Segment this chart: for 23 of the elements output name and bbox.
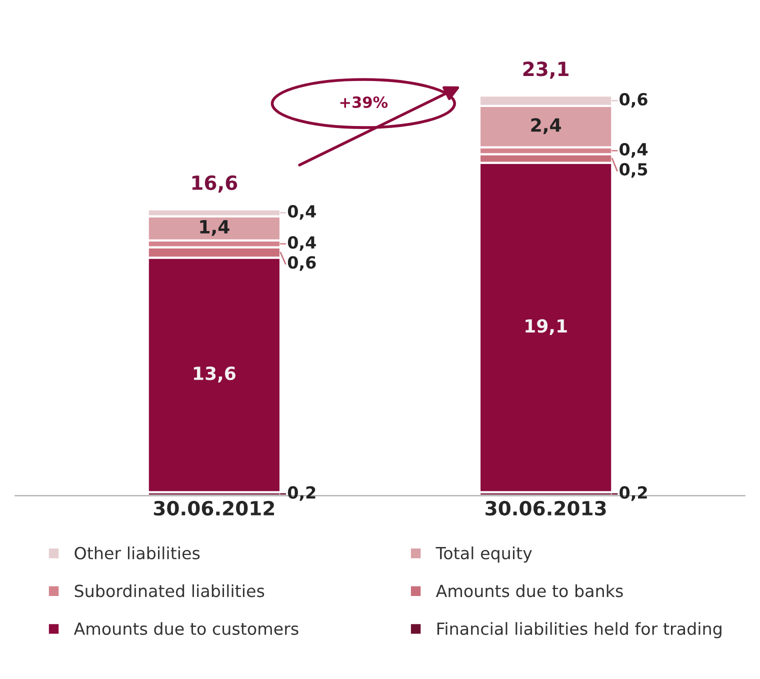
data-label: 0,6 [620,92,648,108]
x-tick-label: 30.06.2012 [154,500,274,516]
legend-label: Other liabilities [74,546,200,560]
legend-label: Amounts due to banks [436,584,623,598]
data-label: 0,6 [288,256,316,271]
legend-label: Financial liabilities held for trading [437,622,722,638]
data-label: 0,4 [288,236,316,251]
data-label: 13,6 [194,366,236,382]
data-label: 1,4 [200,220,230,236]
data-label: 0,5 [620,162,648,178]
data-label: 0,2 [620,486,647,501]
data-label: 0,4 [620,142,648,158]
legend-label: Total equity [436,546,532,563]
data-label: 0,2 [288,486,316,501]
legend-label: Amounts due to customers [74,622,298,636]
total-label: 23,1 [523,62,568,79]
total-label: 16,6 [192,175,238,193]
legend-label: Subordinated liabilities [74,584,264,598]
data-label: 2,4 [531,118,561,134]
data-label: 19,1 [526,319,567,336]
x-tick-label: 30.06.2013 [486,500,606,516]
annotation: +39% [340,96,388,108]
data-label: 0,4 [288,205,316,220]
